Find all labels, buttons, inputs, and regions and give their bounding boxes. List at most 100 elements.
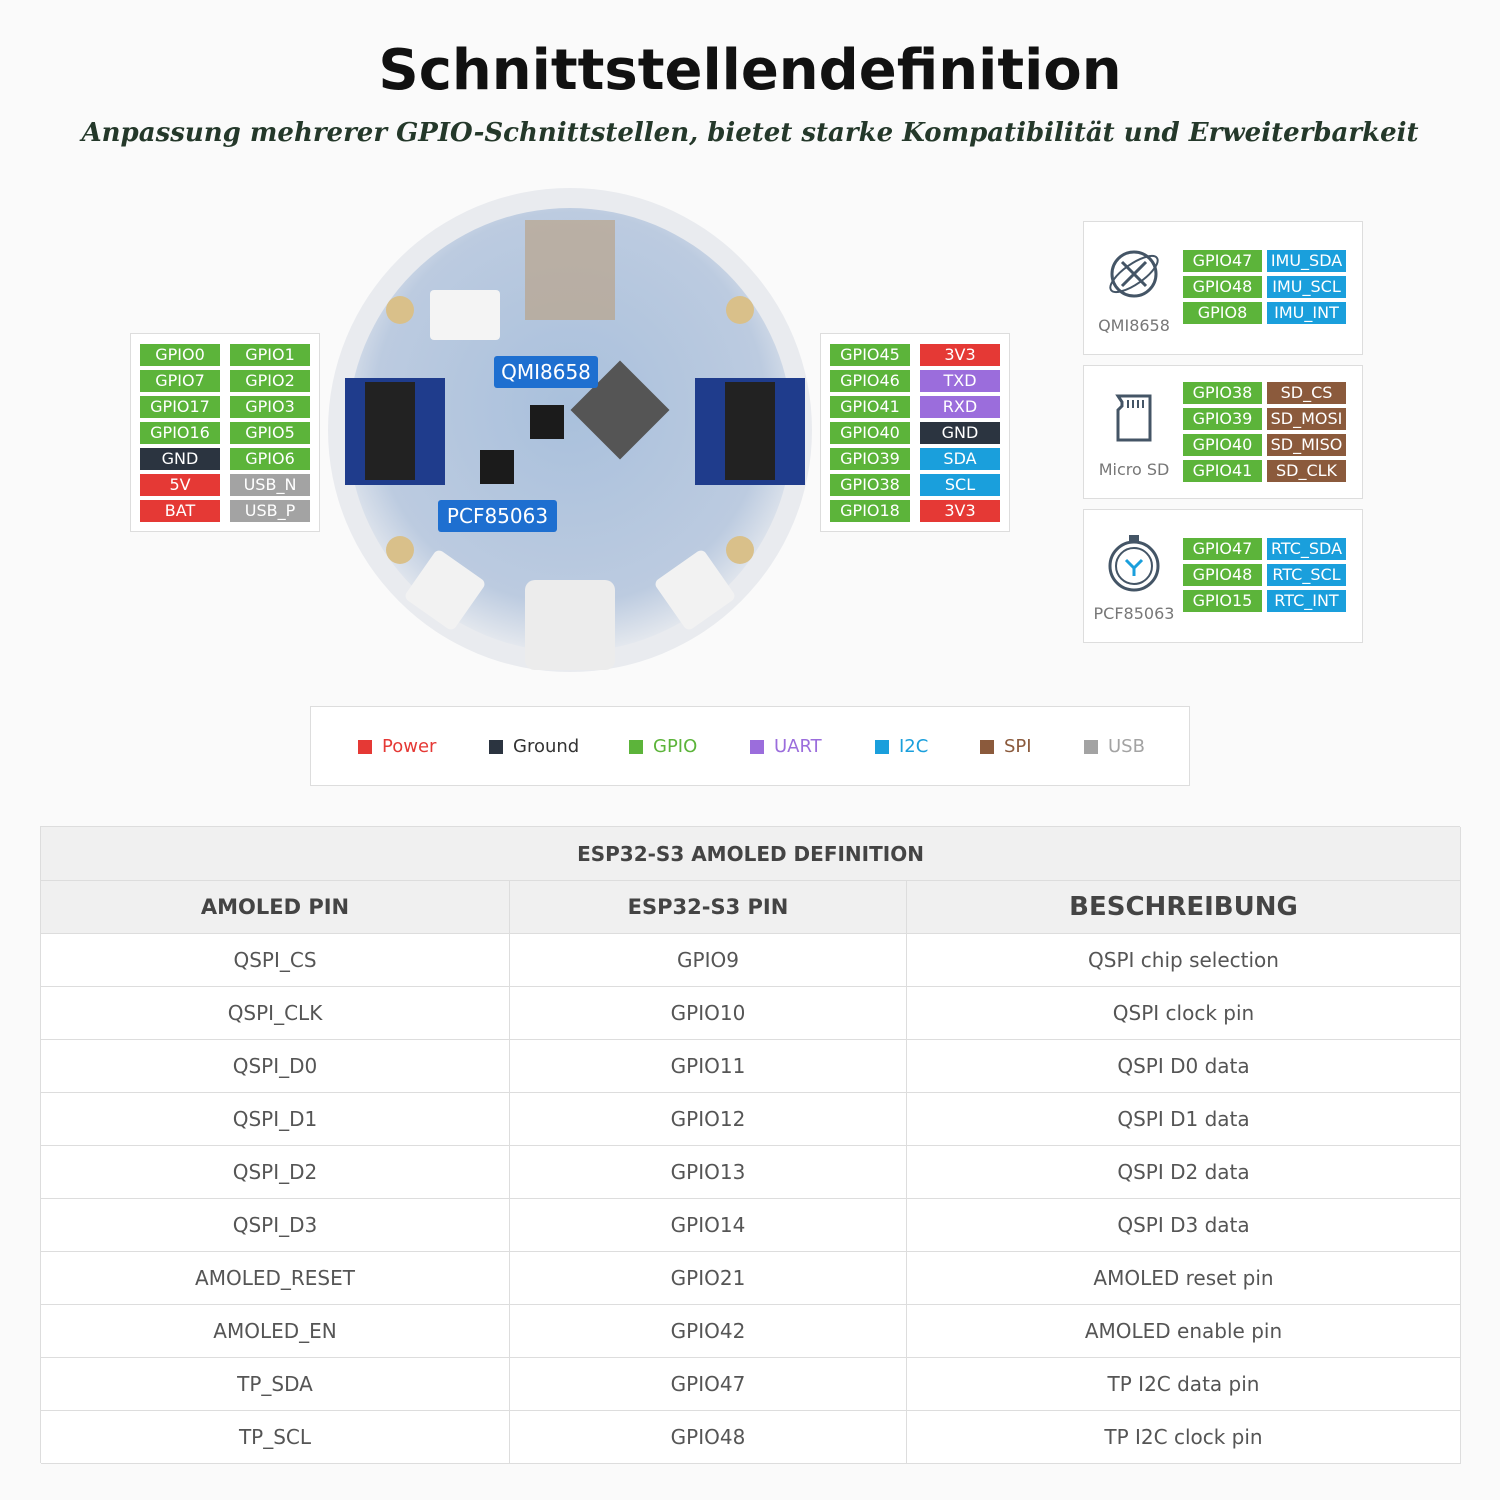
pin-label: GPIO41 <box>1183 460 1262 482</box>
usb-c <box>525 580 615 670</box>
legend-swatch <box>1084 740 1098 754</box>
legend-label: SPI <box>1004 736 1032 757</box>
pin-label: GPIO48 <box>1183 564 1262 586</box>
table-cell: GPIO21 <box>510 1252 907 1305</box>
module-icon <box>1115 394 1152 442</box>
pin-label: RXD <box>920 396 1000 418</box>
module-box: QMI8658 GPIO47 IMU_SDA GPIO48 IMU_SCL GPIO8 IM… <box>1083 221 1363 355</box>
pin-label: GND <box>140 448 220 470</box>
pin-label: RTC_INT <box>1267 590 1346 612</box>
pin-label: 3V3 <box>920 500 1000 522</box>
pin-label: GND <box>920 422 1000 444</box>
pin-label: GPIO38 <box>830 474 910 496</box>
table-cell: AMOLED_RESET <box>41 1252 510 1305</box>
table-cell: QSPI D2 data <box>907 1146 1461 1199</box>
pin-label: USB_P <box>230 500 310 522</box>
table-title: ESP32-S3 AMOLED DEFINITION <box>41 827 1461 881</box>
pin-label: GPIO45 <box>830 344 910 366</box>
rtc-chip <box>480 450 514 484</box>
mount-hole <box>726 536 754 564</box>
module-icon <box>1108 535 1160 592</box>
pin-label: USB_N <box>230 474 310 496</box>
pin-label: GPIO17 <box>140 396 220 418</box>
table-cell: QSPI clock pin <box>907 987 1461 1040</box>
mount-hole <box>726 296 754 324</box>
column-header: ESP32-S3 PIN <box>510 881 907 934</box>
imu-chip <box>530 405 564 439</box>
pin-box: GPIO0 GPIO1 GPIO7 GPIO2 GPIO17 GPIO3 GPIO16 GPI… <box>130 333 320 532</box>
pin-label: BAT <box>140 500 220 522</box>
pin-label: IMU_SCL <box>1267 276 1346 298</box>
legend-swatch <box>489 740 503 754</box>
legend-swatch <box>750 740 764 754</box>
pin-label: GPIO48 <box>1183 276 1262 298</box>
legend-swatch <box>358 740 372 754</box>
pin-socket <box>725 382 775 480</box>
column-header: AMOLED PIN <box>41 881 510 934</box>
table-cell: GPIO48 <box>510 1411 907 1464</box>
pin-label: GPIO6 <box>230 448 310 470</box>
table-cell: GPIO47 <box>510 1358 907 1411</box>
column-header: BESCHREIBUNG <box>907 881 1461 934</box>
page-subtitle: Anpassung mehrerer GPIO-Schnittstellen, … <box>81 118 1419 148</box>
page-title: Schnittstellendefinition <box>378 38 1122 103</box>
board-image <box>328 188 812 672</box>
pin-label: IMU_SDA <box>1267 250 1346 272</box>
pin-label: GPIO47 <box>1183 538 1262 560</box>
pin-label: SDA <box>920 448 1000 470</box>
pin-label: SD_CS <box>1267 382 1346 404</box>
pin-box: GPIO45 3V3 GPIO46 TXD GPIO41 RXD GPIO40 GND GPIO… <box>820 333 1010 532</box>
module-name: QMI8658 <box>1098 316 1170 335</box>
table-cell: QSPI D0 data <box>907 1040 1461 1093</box>
legend-label: Power <box>382 736 437 757</box>
table-cell: GPIO9 <box>510 934 907 987</box>
table-cell: QSPI_D3 <box>41 1199 510 1252</box>
table-cell: GPIO11 <box>510 1040 907 1093</box>
table-cell: QSPI_CLK <box>41 987 510 1040</box>
pin-label: GPIO41 <box>830 396 910 418</box>
pin-label: GPIO3 <box>230 396 310 418</box>
pin-label: TXD <box>920 370 1000 392</box>
legend-label: GPIO <box>653 736 698 757</box>
table-cell: TP_SCL <box>41 1411 510 1464</box>
pin-label: GPIO0 <box>140 344 220 366</box>
i2c-connector <box>405 550 485 630</box>
pin-label: GPIO7 <box>140 370 220 392</box>
table-cell: GPIO42 <box>510 1305 907 1358</box>
legend-swatch <box>980 740 994 754</box>
pin-label: GPIO38 <box>1183 382 1262 404</box>
mount-hole <box>386 296 414 324</box>
pin-label: GPIO15 <box>1183 590 1262 612</box>
module-name: PCF85063 <box>1093 604 1175 623</box>
fpc-connector <box>525 220 615 320</box>
module-name: Micro SD <box>1098 460 1170 479</box>
callout: PCF85063 <box>438 500 557 532</box>
table-cell: GPIO12 <box>510 1093 907 1146</box>
mount-hole <box>386 536 414 564</box>
pin-label: RTC_SCL <box>1267 564 1346 586</box>
table-cell: GPIO13 <box>510 1146 907 1199</box>
pin-label: GPIO1 <box>230 344 310 366</box>
legend-swatch <box>875 740 889 754</box>
pin-label: 5V <box>140 474 220 496</box>
pin-label: GPIO16 <box>140 422 220 444</box>
table-cell: QSPI_D0 <box>41 1040 510 1093</box>
table-cell: AMOLED enable pin <box>907 1305 1461 1358</box>
module-box: Micro SD GPIO38 SD_CS GPIO39 SD_MOSI GPIO40 SD… <box>1083 365 1363 499</box>
pin-label: GPIO18 <box>830 500 910 522</box>
pin-label: GPIO8 <box>1183 302 1262 324</box>
pin-label: SCL <box>920 474 1000 496</box>
pin-label: SD_MISO <box>1267 434 1346 456</box>
table-cell: TP_SDA <box>41 1358 510 1411</box>
pin-label: SD_CLK <box>1267 460 1346 482</box>
table-cell: QSPI_CS <box>41 934 510 987</box>
module-box: PCF85063 GPIO47 RTC_SDA GPIO48 RTC_SCL GPIO15… <box>1083 509 1363 643</box>
legend-swatch <box>629 740 643 754</box>
pin-socket <box>365 382 415 480</box>
legend-label: Ground <box>513 736 580 757</box>
table-cell: QSPI D1 data <box>907 1093 1461 1146</box>
module-icon <box>1109 250 1159 298</box>
table-cell: QSPI_D2 <box>41 1146 510 1199</box>
table-cell: QSPI_D1 <box>41 1093 510 1146</box>
